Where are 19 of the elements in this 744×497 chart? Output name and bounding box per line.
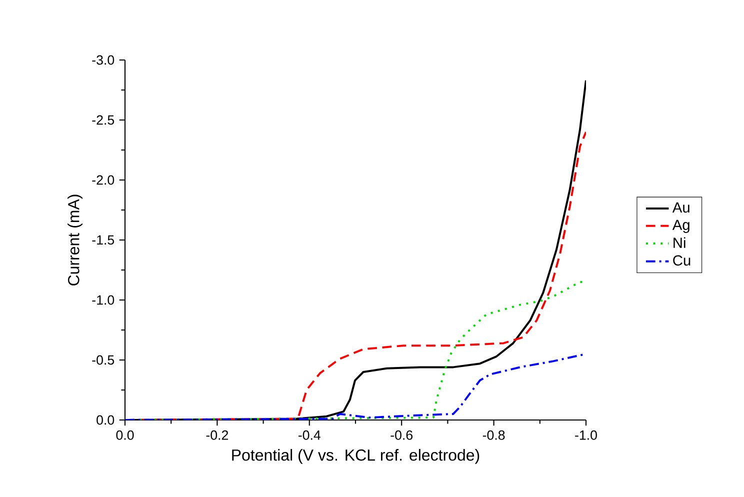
y-tick-label: -3.0 <box>92 55 114 65</box>
x-tick-label: -0.4 <box>298 430 320 440</box>
y-tick-label: -2.0 <box>92 175 114 185</box>
y-tick-label: -1.5 <box>92 235 114 245</box>
x-tick-label: -0.2 <box>206 430 228 440</box>
legend-label: Ag <box>672 220 690 233</box>
x-tick-label: -0.6 <box>390 430 413 440</box>
x-tick-label: 0.0 <box>116 430 134 440</box>
y-tick-label: -2.5 <box>92 115 114 125</box>
x-tick-label: -0.8 <box>482 430 505 440</box>
legend-label: Ni <box>674 237 686 248</box>
y-tick-label: -1.0 <box>92 295 114 305</box>
y-tick-label: 0.0 <box>96 415 114 425</box>
legend-label: Cu <box>673 255 690 266</box>
y-tick-label: -0.5 <box>92 355 114 365</box>
x-tick-label: -1.0 <box>575 430 597 440</box>
x-axis-title: Potential (V vs. KCL ref. electrode) <box>232 448 480 464</box>
legend-label: Au <box>672 202 690 213</box>
y-axis-title: Current (mA) <box>68 194 82 286</box>
